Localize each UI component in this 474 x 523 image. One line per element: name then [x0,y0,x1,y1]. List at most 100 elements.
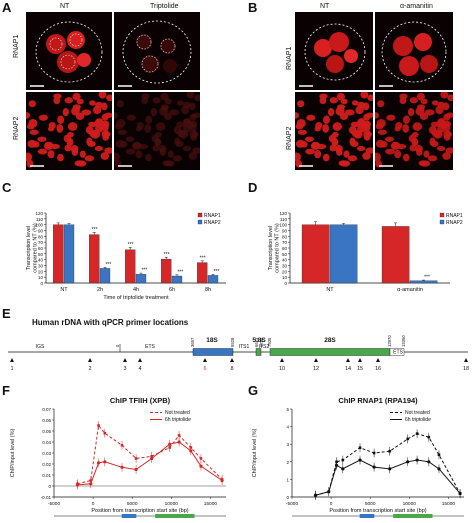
nucleus-mark [85,125,94,135]
y-tick-label: 4 [286,425,289,430]
nucleus-mark [173,125,182,135]
data-point [358,458,362,462]
micrograph-b-nt-rnap2 [295,92,373,170]
nucleus-mark [98,92,107,99]
significance-rnap1: *** [92,227,98,233]
data-point [427,435,431,439]
nucleus-mark [367,94,373,102]
nucleus-mark [164,160,175,167]
bar-rnap2-8h [207,275,219,284]
nucleus-mark [343,150,350,158]
y-tick-label: 0 [40,281,43,286]
nucleus-mark [27,139,37,148]
nucleus-mark [26,152,33,162]
nucleus-mark [315,121,323,130]
legend-label: 6h triptolide [405,417,431,423]
significance-rnap2: *** [177,269,183,275]
primer-label: 4 [138,366,141,372]
nucleus-mark [125,136,135,142]
nucleus-mark [436,145,446,151]
bar-rnap2-6h [171,275,183,284]
panel-b-row-rnap2: RNAP2 [286,126,293,150]
position-label: 6780 [259,337,264,347]
category-label: 2h [97,287,103,293]
bar-rnap1-nt [301,224,330,284]
nucleus-mark [375,152,381,162]
nucleus-mark [340,98,348,105]
region-label: ITS1 [239,344,250,350]
nucleus-mark [158,144,167,153]
y-tick-label: 10 [38,275,44,280]
y-axis-label: ChIP/input level (%) [10,429,16,478]
nucleus-mark [377,129,387,135]
primer-label: 16 [375,366,381,372]
y-tick-label: 20 [38,269,44,274]
primer-arrow [280,358,284,362]
nucleus-mark [447,94,453,102]
primer-label: 15 [357,366,363,372]
region-label: 18S [206,337,218,344]
nucleus-mark [327,108,335,117]
nucleus-mark [145,153,152,162]
significance-rnap1: *** [128,242,134,248]
nucleus-mark [26,112,31,119]
mini-18s [121,514,137,518]
series-line-1 [315,459,461,496]
chart-f: ChIP TFIIH (XPB) -0.01 0 0.01 0.02 0.03 0.04 0.… [10,396,226,518]
nucleus-mark [416,92,425,101]
y-tick-label: 100 [279,223,287,228]
nucleus-mark [384,136,394,142]
data-point [150,456,154,461]
nucleus-mark [106,94,112,102]
y-tick-label: 60 [38,246,44,251]
y-tick-label: 90 [282,229,288,234]
x-tick-label: 15000 [442,501,456,507]
data-point [177,440,181,444]
position-label: 0 [115,344,120,347]
nucleus-mark [356,145,366,151]
data-point [134,457,138,460]
legend-swatch [197,212,203,218]
category-label: NT [60,287,68,293]
y-tick-label: 0.03 [42,451,51,456]
nucleus-mark [190,123,197,132]
y-tick-label: 0 [286,495,289,500]
nucleus-mark [440,92,449,99]
nucleus-mark [152,97,161,104]
bar-rnap1-6h [161,258,172,284]
y-tick-label: 2 [286,460,289,465]
nucleus-mark [104,147,112,154]
primer-arrow [123,358,127,362]
y-tick-label: 120 [35,211,43,216]
nucleus-mark [435,105,444,115]
panel-e-letter: E [2,306,11,321]
nucleus-mark [420,98,428,105]
nucleus-mark [365,112,373,118]
panel-d-letter: D [248,180,258,195]
y-tick-label: 70 [282,240,288,245]
nucleus-mark [335,144,343,153]
nucleus-mark [64,97,73,104]
x-tick-label: -5000 [286,501,299,507]
region-label: ITS2 [259,344,270,350]
primer-label: 2 [88,366,91,372]
legend-label: RNAP2 [446,220,463,226]
x-tick-label: 0 [330,501,333,507]
nucleus-mark [192,147,200,154]
y-tick-label: 110 [280,217,288,222]
nucleus-mark [360,92,369,99]
bar-rnap2-nt [63,224,75,284]
nucleus-mark [145,115,153,124]
nucleus-mark [362,152,371,160]
nucleus-mark [160,92,169,101]
chart-title: ChIP TFIIH (XPB) [110,396,171,405]
nucleus-mark [62,108,69,117]
primer-label: 8 [230,366,233,372]
y-tick-label: 0.04 [42,440,51,445]
bar-rnap2-2h [99,268,111,284]
y-axis-label: ChIP/input level (%) [252,429,258,478]
nucleus-mark [37,136,47,142]
